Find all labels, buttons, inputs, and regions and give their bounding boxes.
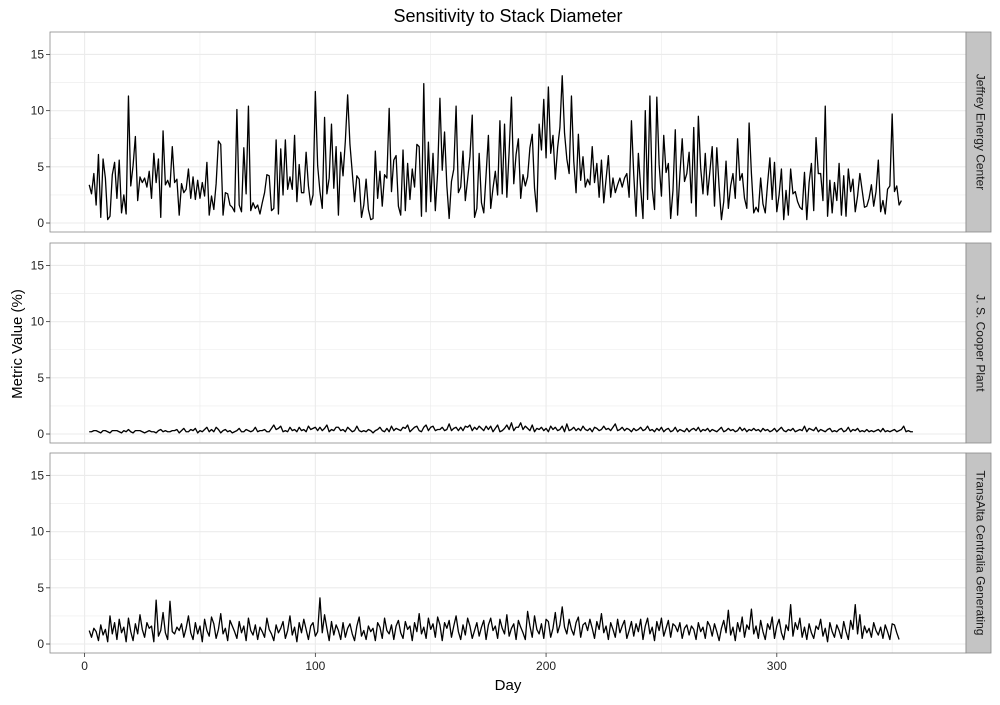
- facet-strip: [965, 242, 992, 444]
- y-tick-label: 15: [31, 468, 45, 482]
- y-tick-label: 15: [31, 47, 45, 61]
- series-line: [88, 75, 902, 221]
- y-tick-label: 10: [31, 315, 45, 329]
- chart-title: Sensitivity to Stack Diameter: [393, 6, 622, 26]
- series-line: [89, 422, 913, 434]
- y-tick-label: 10: [31, 525, 45, 539]
- y-tick-label: 5: [37, 160, 44, 174]
- facet-strip: [965, 452, 992, 654]
- x-tick-label: 200: [536, 659, 556, 673]
- y-axis-label: Metric Value (%): [9, 289, 26, 399]
- y-tick-label: 5: [37, 371, 44, 385]
- y-tick-label: 0: [37, 637, 44, 651]
- series-line: [88, 597, 900, 643]
- y-tick-label: 5: [37, 581, 44, 595]
- facet-strip-label: TransAlta Centralia Generating: [973, 471, 987, 636]
- facet-strip: [965, 31, 992, 233]
- x-tick-label: 300: [767, 659, 787, 673]
- facet-panel-1: Jeffrey Energy Center 0 5 10 15: [31, 31, 992, 233]
- y-tick-label: 15: [31, 258, 45, 272]
- facet-panel-2: J. S. Cooper Plant 0 5 10 15: [31, 242, 992, 444]
- x-axis-label: Day: [495, 677, 522, 694]
- facet-strip-label: J. S. Cooper Plant: [973, 294, 987, 392]
- x-tick-label: 100: [305, 659, 325, 673]
- facet-panel-3: TransAlta Centralia Generating 0 5 10 15: [31, 452, 992, 654]
- x-tick-label: 0: [81, 659, 88, 673]
- y-tick-label: 10: [31, 104, 45, 118]
- y-tick-label: 0: [37, 427, 44, 441]
- y-tick-label: 0: [37, 216, 44, 230]
- panel-background: [50, 243, 966, 443]
- facet-strip-label: Jeffrey Energy Center: [973, 74, 987, 191]
